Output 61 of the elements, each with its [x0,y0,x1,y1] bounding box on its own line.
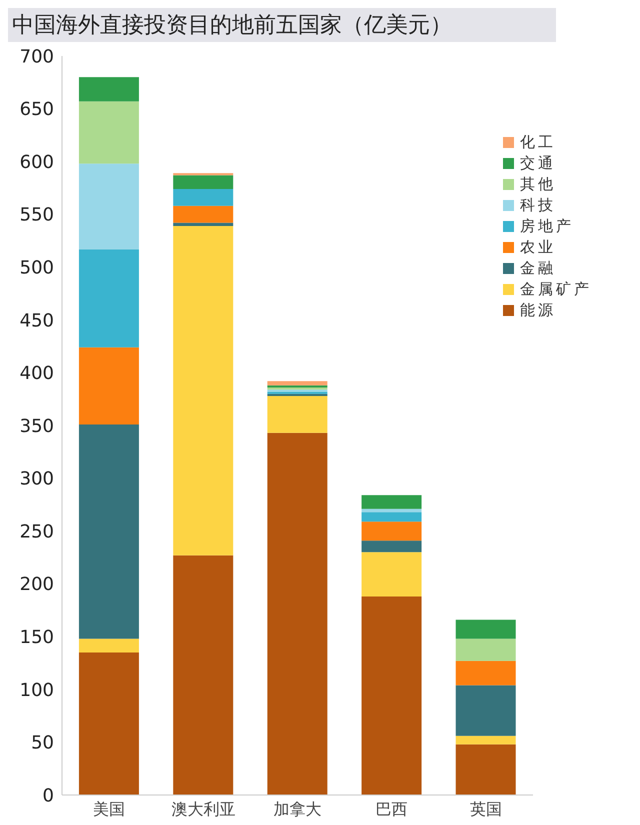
legend-label: 房地产 [520,216,574,237]
bar [267,432,328,795]
bar [456,638,516,661]
bar [78,77,139,102]
bar [173,555,234,795]
bar [362,495,422,509]
bar [78,249,139,348]
bar [267,387,328,390]
y-tick-label: 400 [20,363,54,384]
bar [456,685,516,736]
y-tick-label: 150 [20,627,54,648]
legend-label: 能源 [520,300,556,321]
bar [173,222,234,226]
bar [78,424,139,639]
bar [267,381,328,386]
x-tick-label: 英国 [470,799,502,818]
bar [78,652,139,795]
y-tick-label: 700 [20,46,54,68]
bar [78,347,139,424]
bar [78,101,139,164]
bar [78,638,139,652]
y-tick-label: 500 [20,258,54,279]
bar [362,552,422,597]
bar [362,540,422,552]
y-tick-label: 650 [20,99,54,120]
y-tick-label: 300 [20,468,54,490]
bar [78,164,139,250]
y-tick-label: 450 [20,310,54,332]
bar [456,660,516,686]
bar [456,620,516,639]
legend-label: 其他 [520,174,556,195]
bar [362,512,422,522]
legend-label: 交通 [520,153,556,174]
legend-label: 金融 [520,258,556,279]
bar [173,189,234,206]
y-tick-label: 100 [20,680,54,701]
legend-label: 化工 [520,132,556,153]
bar [173,206,234,223]
chart-title: 中国海外直接投资目的地前五国家（亿美元） [8,8,556,42]
y-tick-label: 550 [20,204,54,226]
y-tick-label: 600 [20,152,54,173]
bar [362,522,422,541]
y-tick-label: 50 [31,732,54,754]
legend-label: 农业 [520,237,556,258]
y-tick-label: 250 [20,521,54,542]
bar [362,596,422,795]
x-tick-label: 巴西 [376,799,408,818]
bar [362,508,422,512]
bar [456,744,516,795]
x-tick-label: 澳大利亚 [171,799,236,818]
legend-label: 科技 [520,195,556,216]
y-tick-label: 0 [42,785,54,806]
bar [173,226,234,556]
y-tick-label: 350 [20,416,54,437]
legend-label: 金属矿产 [520,279,592,300]
y-tick-label: 200 [20,574,54,596]
bar [173,175,234,190]
bar [267,396,328,433]
bar [456,736,516,744]
x-tick-label: 加拿大 [274,799,322,818]
x-tick-label: 美国 [93,799,126,818]
